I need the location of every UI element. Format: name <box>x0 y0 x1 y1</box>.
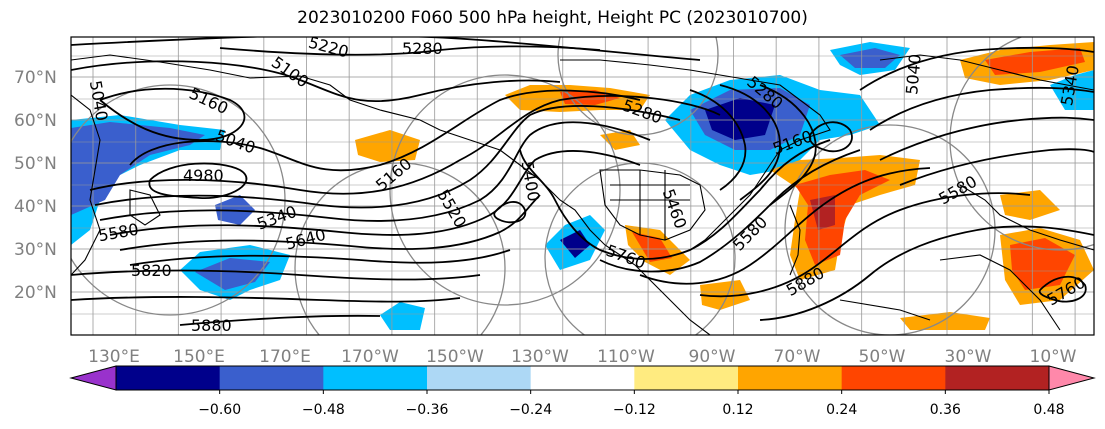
height-contours <box>71 37 1094 326</box>
colorbar-tick-label: 0.24 <box>826 402 857 418</box>
lat-label-30n: 30°N <box>14 240 57 260</box>
colorbar-segment <box>945 366 1050 390</box>
contour-label: 5040 <box>902 53 924 95</box>
contour-label: 4980 <box>183 166 224 185</box>
lon-label: 170°W <box>341 347 399 367</box>
colorbar-tick-label: 0.12 <box>722 402 753 418</box>
lon-label: 70°W <box>774 347 821 367</box>
figure-title: 2023010200 F060 500 hPa height, Height P… <box>297 8 808 28</box>
colorbar-frame <box>115 365 1050 391</box>
lon-label: 110°W <box>597 347 655 367</box>
colorbar-tick-label: −0.12 <box>613 402 656 418</box>
positive-anomaly-shading <box>355 42 1094 330</box>
colorbar-segment <box>323 366 428 390</box>
contour-label: 5280 <box>402 39 443 58</box>
colorbar-tick-label: 0.48 <box>1033 402 1064 418</box>
lon-label: 150°W <box>426 347 484 367</box>
lon-label: 130°E <box>88 347 140 367</box>
longitude-gridlines <box>92 37 1076 335</box>
lat-label-50n: 50°N <box>14 154 57 174</box>
lat-label-40n: 40°N <box>14 197 57 217</box>
lon-label: 30°W <box>945 347 992 367</box>
lat-label-20n: 20°N <box>14 283 57 303</box>
colorbar-tick-label: 0.36 <box>930 402 961 418</box>
longitude-labels: 130°E 150°E 170°E 170°W 150°W 130°W 110°… <box>88 347 1077 367</box>
colorbar-tick-label: −0.60 <box>198 402 241 418</box>
colorbar-segment <box>219 366 324 390</box>
contour-label: 5880 <box>191 316 232 335</box>
lon-label: 130°W <box>511 347 569 367</box>
latitude-labels: 70°N 60°N 50°N 40°N 30°N 20°N <box>14 68 57 303</box>
lon-label: 90°W <box>689 347 736 367</box>
lon-label: 50°W <box>859 347 906 367</box>
lon-label: 10°W <box>1030 347 1077 367</box>
lat-label-70n: 70°N <box>14 68 57 88</box>
colorbar-tick-label: −0.48 <box>302 402 345 418</box>
colorbar-segment <box>634 366 739 390</box>
colorbar-tick-labels: −0.60 −0.48 −0.36 −0.24 −0.12 0.12 0.24 0.36 0.4… <box>198 390 1065 418</box>
reference-circles <box>71 37 1094 335</box>
colorbar-segment <box>841 366 946 390</box>
colorbar-extend-low <box>69 365 117 391</box>
colorbar-extend-high <box>1048 365 1096 391</box>
colorbar-segment <box>738 366 843 390</box>
colorbar-segment <box>116 366 221 390</box>
lat-label-60n: 60°N <box>14 111 57 131</box>
lon-label: 170°E <box>259 347 311 367</box>
map-content: 5220 5280 5100 5160 5040 4980 5340 5640 … <box>71 37 1094 335</box>
colorbar <box>69 365 1096 391</box>
contour-label: 5820 <box>131 261 172 280</box>
map-frame <box>70 36 1095 336</box>
colorbar-tick-label: −0.36 <box>406 402 449 418</box>
colorbar-segment <box>530 366 635 390</box>
colorbar-tick-label: −0.24 <box>509 402 552 418</box>
colorbar-segment <box>427 366 532 390</box>
lon-label: 150°E <box>173 347 225 367</box>
